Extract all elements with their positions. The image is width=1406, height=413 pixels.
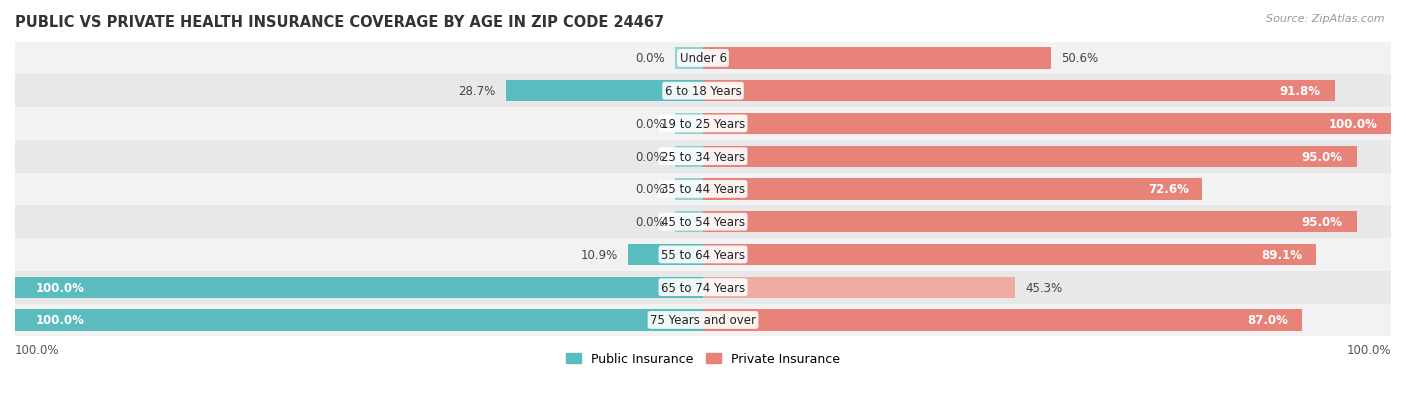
Text: 89.1%: 89.1%: [1261, 248, 1302, 261]
Text: 100.0%: 100.0%: [35, 314, 84, 327]
Bar: [15, 140, 1391, 173]
Bar: [703, 48, 1052, 69]
Bar: [15, 271, 1391, 304]
Text: 25 to 34 Years: 25 to 34 Years: [661, 150, 745, 163]
Text: Source: ZipAtlas.com: Source: ZipAtlas.com: [1267, 14, 1385, 24]
Bar: [703, 244, 1316, 266]
Bar: [15, 304, 1391, 337]
Text: 45.3%: 45.3%: [1025, 281, 1062, 294]
Text: PUBLIC VS PRIVATE HEALTH INSURANCE COVERAGE BY AGE IN ZIP CODE 24467: PUBLIC VS PRIVATE HEALTH INSURANCE COVER…: [15, 15, 664, 30]
Text: 0.0%: 0.0%: [636, 183, 665, 196]
Bar: [675, 48, 703, 69]
Bar: [703, 179, 1202, 200]
Bar: [703, 146, 1357, 167]
Text: 91.8%: 91.8%: [1279, 85, 1320, 98]
Text: 55 to 64 Years: 55 to 64 Years: [661, 248, 745, 261]
Bar: [703, 81, 1334, 102]
Bar: [506, 81, 703, 102]
Text: 19 to 25 Years: 19 to 25 Years: [661, 118, 745, 131]
Text: 65 to 74 Years: 65 to 74 Years: [661, 281, 745, 294]
Text: 75 Years and over: 75 Years and over: [650, 314, 756, 327]
Text: 45 to 54 Years: 45 to 54 Years: [661, 216, 745, 229]
Text: 87.0%: 87.0%: [1247, 314, 1288, 327]
Bar: [15, 277, 703, 298]
Bar: [15, 310, 703, 331]
Bar: [675, 211, 703, 233]
Bar: [703, 277, 1015, 298]
Bar: [675, 179, 703, 200]
Bar: [675, 114, 703, 135]
Bar: [15, 206, 1391, 238]
Text: 100.0%: 100.0%: [35, 281, 84, 294]
Text: 6 to 18 Years: 6 to 18 Years: [665, 85, 741, 98]
Bar: [15, 75, 1391, 108]
Text: 28.7%: 28.7%: [458, 85, 495, 98]
Text: 100.0%: 100.0%: [1329, 118, 1378, 131]
Text: 95.0%: 95.0%: [1302, 216, 1343, 229]
Bar: [15, 173, 1391, 206]
Text: 0.0%: 0.0%: [636, 216, 665, 229]
Bar: [675, 146, 703, 167]
Bar: [703, 114, 1391, 135]
Text: 0.0%: 0.0%: [636, 150, 665, 163]
Legend: Public Insurance, Private Insurance: Public Insurance, Private Insurance: [561, 348, 845, 370]
Bar: [703, 211, 1357, 233]
Text: 0.0%: 0.0%: [636, 118, 665, 131]
Bar: [628, 244, 703, 266]
Bar: [703, 310, 1302, 331]
Text: 95.0%: 95.0%: [1302, 150, 1343, 163]
Text: 10.9%: 10.9%: [581, 248, 617, 261]
Bar: [15, 43, 1391, 75]
Text: 35 to 44 Years: 35 to 44 Years: [661, 183, 745, 196]
Bar: [15, 108, 1391, 140]
Text: 0.0%: 0.0%: [636, 52, 665, 65]
Text: 100.0%: 100.0%: [1347, 343, 1391, 356]
Text: 50.6%: 50.6%: [1062, 52, 1098, 65]
Text: 72.6%: 72.6%: [1147, 183, 1188, 196]
Text: Under 6: Under 6: [679, 52, 727, 65]
Bar: [15, 238, 1391, 271]
Text: 100.0%: 100.0%: [15, 343, 59, 356]
